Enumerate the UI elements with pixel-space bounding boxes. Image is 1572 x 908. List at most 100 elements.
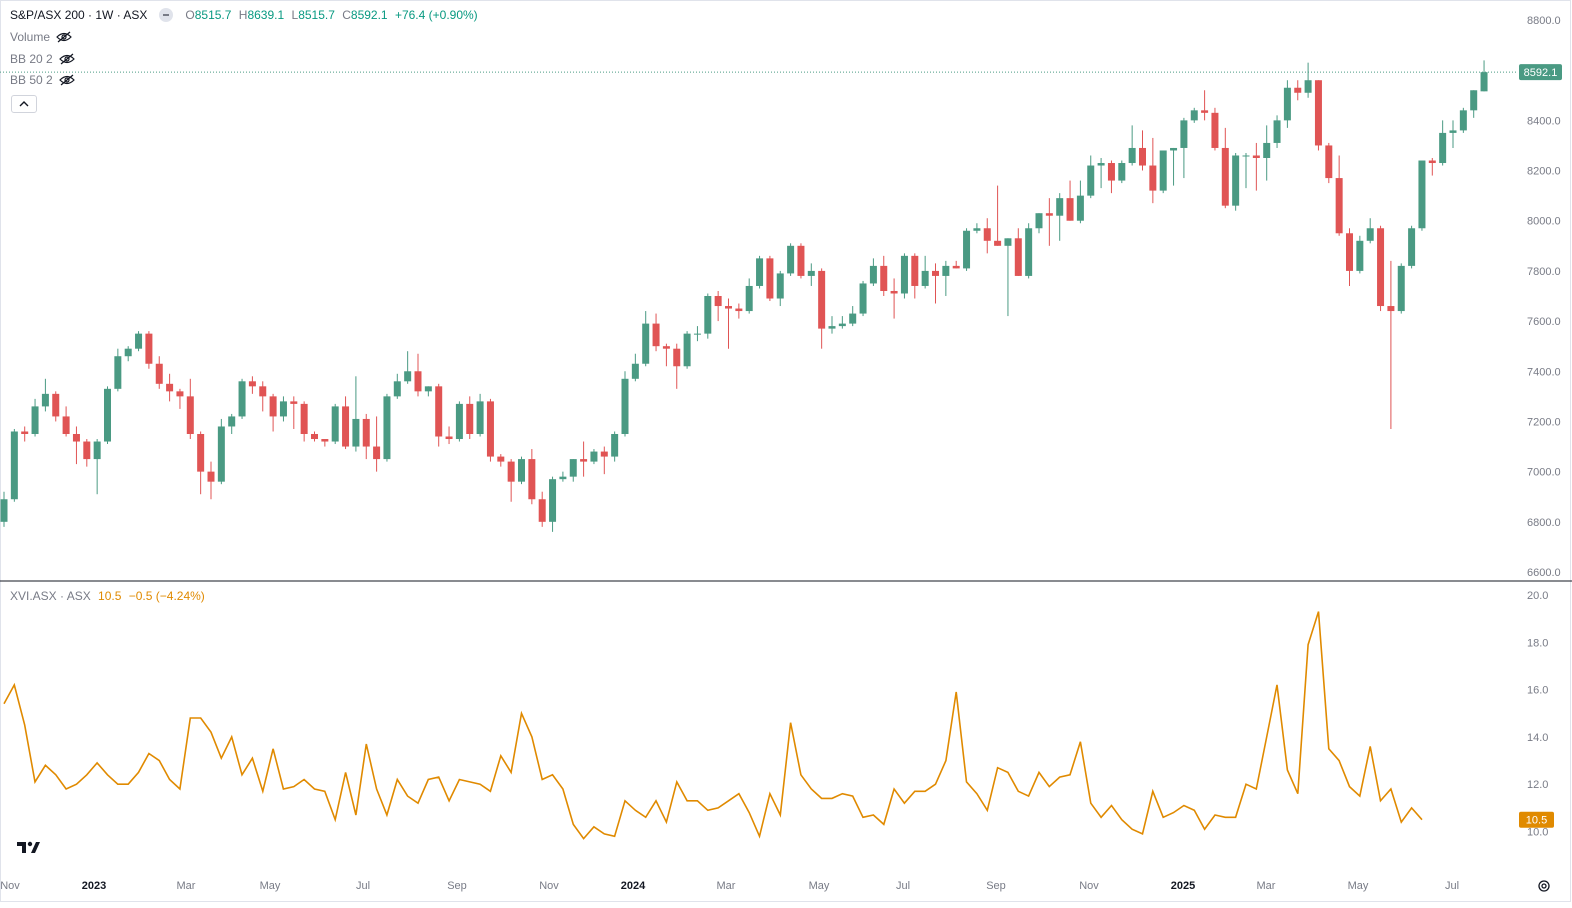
- candle-body: [393, 381, 401, 397]
- high-value: 8639.1: [247, 8, 285, 22]
- time-axis-label: Mar: [1257, 880, 1276, 892]
- candle-body: [424, 386, 432, 392]
- candle-body: [186, 396, 194, 434]
- collapse-legend-button[interactable]: [11, 95, 37, 113]
- candle-body: [880, 265, 888, 291]
- candle-body: [704, 296, 712, 334]
- tradingview-logo-icon[interactable]: [12, 834, 44, 860]
- time-axis-label: Nov: [1079, 880, 1099, 892]
- price-tick-label: 8400.0: [1527, 115, 1561, 127]
- candle-body: [197, 434, 205, 472]
- candle-body: [1139, 147, 1146, 166]
- time-axis-label: Mar: [177, 880, 196, 892]
- xvi-last-value-tag: [1519, 811, 1554, 828]
- candle-body: [1449, 130, 1457, 133]
- candle-body: [818, 270, 826, 329]
- candle-body: [983, 228, 991, 241]
- candle-body: [725, 306, 732, 309]
- candle-body: [290, 401, 298, 404]
- minus-circle-icon[interactable]: [159, 8, 174, 22]
- candle-body: [1480, 72, 1488, 92]
- candle-body: [1232, 155, 1240, 206]
- candle-body: [1004, 238, 1012, 246]
- candle-body: [52, 393, 60, 417]
- candle-body: [238, 381, 246, 417]
- candle-body: [952, 265, 960, 269]
- candle-body: [673, 348, 681, 367]
- candle-body: [373, 446, 381, 460]
- candle-body: [549, 479, 557, 522]
- time-axis-label: Jul: [1445, 880, 1459, 892]
- candle-body: [466, 403, 474, 434]
- candle-body: [631, 363, 639, 379]
- candle-body: [1397, 265, 1405, 312]
- time-axis-label: Sep: [986, 880, 1006, 892]
- xvi-last-value-label: 10.5: [1526, 815, 1547, 827]
- candle-body: [600, 451, 608, 457]
- candle-body: [1056, 198, 1064, 216]
- candle-body: [1470, 90, 1478, 111]
- candle-body: [72, 434, 80, 442]
- candle-body: [486, 401, 494, 457]
- time-axis-label: 2024: [621, 880, 646, 892]
- candle-body: [104, 388, 111, 442]
- indicator-label: BB 20 2: [10, 52, 53, 66]
- candle-body: [1242, 155, 1250, 157]
- candle-body: [83, 441, 91, 460]
- candle-body: [1325, 145, 1333, 179]
- xvi-tick-label: 10.0: [1527, 827, 1548, 839]
- candle-body: [383, 396, 391, 460]
- candle-body: [1408, 228, 1416, 266]
- candle-body: [1190, 110, 1198, 121]
- time-axis-label: Nov: [539, 880, 559, 892]
- candle-body: [942, 265, 950, 276]
- time-axis-label: Jul: [356, 880, 370, 892]
- xvi-tick-label: 14.0: [1527, 732, 1548, 744]
- candle-body: [528, 459, 536, 500]
- price-tick-label: 8200.0: [1527, 166, 1561, 178]
- indicator-volume[interactable]: Volume: [10, 30, 72, 44]
- xvi-series-line: [3, 611, 1423, 840]
- candle-body: [580, 459, 588, 462]
- candle-body: [662, 346, 670, 349]
- candle-body: [207, 471, 215, 482]
- candle-body: [352, 418, 360, 447]
- time-axis-label: 2023: [82, 880, 106, 892]
- candle-body: [300, 403, 308, 434]
- symbol-title[interactable]: S&P/ASX 200 · 1W · ASX: [10, 8, 148, 22]
- candle-body: [1221, 147, 1229, 206]
- candle-body: [869, 265, 877, 284]
- candle-body: [1014, 238, 1022, 276]
- candle-body: [279, 401, 287, 417]
- candle-body: [497, 456, 505, 462]
- time-axis-label: May: [1348, 880, 1369, 892]
- candle-body: [1076, 195, 1084, 221]
- candle-body: [331, 406, 339, 442]
- candle-body: [21, 431, 29, 434]
- indicator-bb-20[interactable]: BB 20 2: [10, 52, 75, 66]
- candle-body: [797, 245, 805, 276]
- candle-body: [269, 396, 277, 417]
- close-label: C: [342, 8, 351, 22]
- price-tick-label: 8800.0: [1527, 15, 1561, 27]
- xvi-tick-label: 18.0: [1527, 637, 1548, 649]
- eye-off-icon[interactable]: [58, 53, 75, 65]
- xvi-symbol[interactable]: XVI.ASX · ASX: [10, 589, 91, 603]
- gear-icon[interactable]: [1537, 879, 1551, 893]
- candle-body: [973, 228, 981, 231]
- indicator-bb-50[interactable]: BB 50 2: [10, 73, 75, 87]
- eye-off-icon[interactable]: [56, 31, 72, 43]
- candle-body: [1356, 240, 1364, 271]
- xvi-tick-label: 20.0: [1527, 590, 1548, 602]
- candle-body: [683, 333, 691, 367]
- candle-body: [994, 240, 1002, 246]
- candle-body: [176, 391, 184, 397]
- candle-body: [1304, 80, 1312, 93]
- high-label: H: [238, 8, 248, 22]
- eye-off-icon[interactable]: [58, 74, 75, 86]
- candle-body: [41, 393, 49, 407]
- candle-body: [1211, 112, 1219, 148]
- candle-body: [93, 441, 101, 460]
